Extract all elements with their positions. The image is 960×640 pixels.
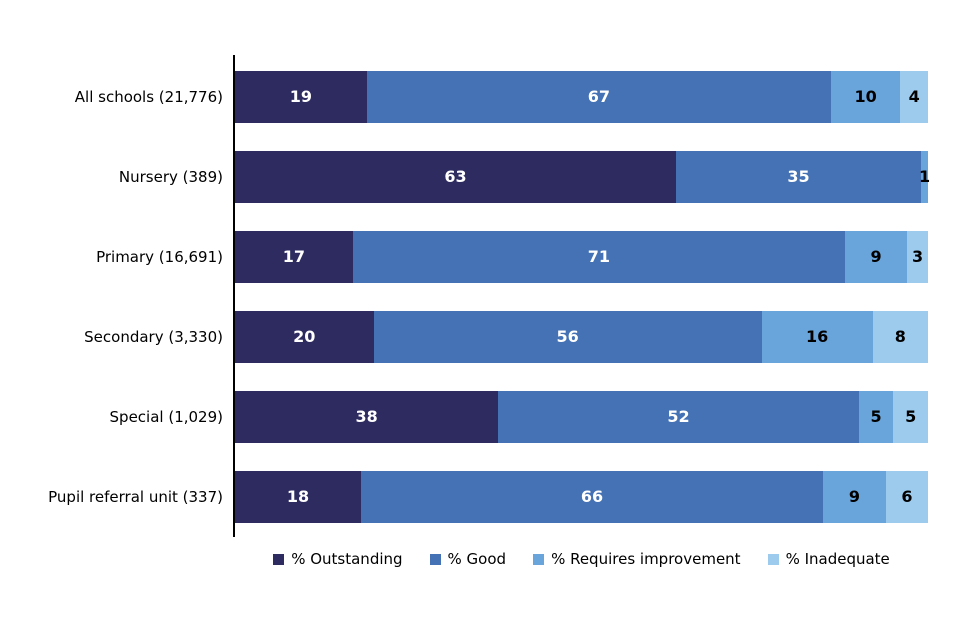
category-row: Nursery (389) 63 35 1 [0,137,960,217]
segment-value-label: 8 [894,327,906,346]
segment-value-label: 3 [912,247,924,266]
category-label: Primary (16,691) [96,248,223,266]
stacked-bar: 38 52 5 5 [235,391,929,443]
bar-segment: 5 [893,391,929,443]
category-row: Pupil referral unit (337) 18 66 9 6 [0,457,960,537]
category-label: Special (1,029) [109,408,223,426]
category-row: Primary (16,691) 17 71 9 3 [0,217,960,297]
segment-value-label: 66 [580,487,604,506]
segment-value-label: 38 [355,407,378,426]
segment-value-label: 5 [870,407,882,426]
category-label: Pupil referral unit (337) [48,488,223,506]
legend-label: % Requires improvement [551,550,741,568]
bar-segment: 16 [761,311,873,363]
bar-segment: 1 [918,151,931,203]
segment-value-label: 1 [918,167,931,186]
bar-segment: 9 [823,471,886,523]
bar-segment: 67 [366,71,831,123]
legend-item: % Inadequate [767,550,890,568]
bar-segment: 35 [676,151,921,203]
bar-segment: 19 [235,71,367,123]
bar-segment: 63 [235,151,676,203]
segment-value-label: 17 [282,247,306,266]
legend-label: % Good [447,550,507,568]
bar-segment: 18 [235,471,361,523]
legend-marker-icon [767,553,779,565]
category-row: Secondary (3,330) 20 56 16 8 [0,297,960,377]
segment-value-label: 6 [901,487,913,506]
legend-item: % Good [429,550,507,568]
category-row: All schools (21,776) 19 67 10 4 [0,57,960,137]
stacked-bar: 17 71 9 3 [235,231,929,283]
segment-value-label: 10 [854,87,877,106]
bar-segment: 4 [900,71,928,123]
legend-label: % Inadequate [785,550,890,568]
bar-segment: 38 [235,391,499,443]
bar-segment: 66 [361,471,823,523]
bar-segment: 5 [858,391,894,443]
segment-value-label: 67 [587,87,610,106]
bar-segment: 17 [235,231,353,283]
bar-segment: 20 [235,311,374,363]
legend-marker-icon [273,553,285,565]
category-row: Special (1,029) 38 52 5 5 [0,377,960,457]
stacked-bar: 20 56 16 8 [235,311,928,363]
segment-value-label: 5 [905,407,917,426]
bar-segment: 9 [844,231,908,283]
bar-segment: 56 [373,311,762,363]
legend-item: % Requires improvement [533,550,741,568]
bar-segment: 52 [498,391,859,443]
segment-value-label: 18 [286,487,310,506]
segment-value-label: 56 [556,327,579,346]
bar-segment: 8 [872,311,928,363]
y-axis-line [233,55,235,537]
segment-value-label: 35 [787,167,810,186]
stacked-bar: 19 67 10 4 [235,71,928,123]
chart-rows: All schools (21,776) 19 67 10 4 Nursery (389)… [0,57,960,537]
legend-label: % Outstanding [291,550,403,568]
category-label: Secondary (3,330) [84,328,223,346]
segment-value-label: 20 [293,327,316,346]
bar-segment: 10 [830,71,901,123]
segment-value-label: 9 [870,247,882,266]
stacked-bar: 63 35 1 [235,151,931,203]
stacked-bar: 18 66 9 6 [235,471,928,523]
bar-segment: 3 [907,231,929,283]
segment-value-label: 52 [667,407,690,426]
legend-item: % Outstanding [273,550,403,568]
segment-value-label: 9 [848,487,861,506]
legend-marker-icon [429,553,441,565]
bar-segment: 71 [352,231,845,283]
category-label: Nursery (389) [118,168,223,186]
segment-value-label: 16 [805,327,829,346]
legend: % Outstanding % Good % Requires improvemen… [235,550,928,568]
segment-value-label: 71 [587,247,610,266]
segment-value-label: 19 [289,87,312,106]
segment-value-label: 63 [444,167,467,186]
segment-value-label: 4 [908,87,920,106]
bar-segment: 6 [886,471,928,523]
category-label: All schools (21,776) [74,88,223,106]
legend-marker-icon [533,553,545,565]
